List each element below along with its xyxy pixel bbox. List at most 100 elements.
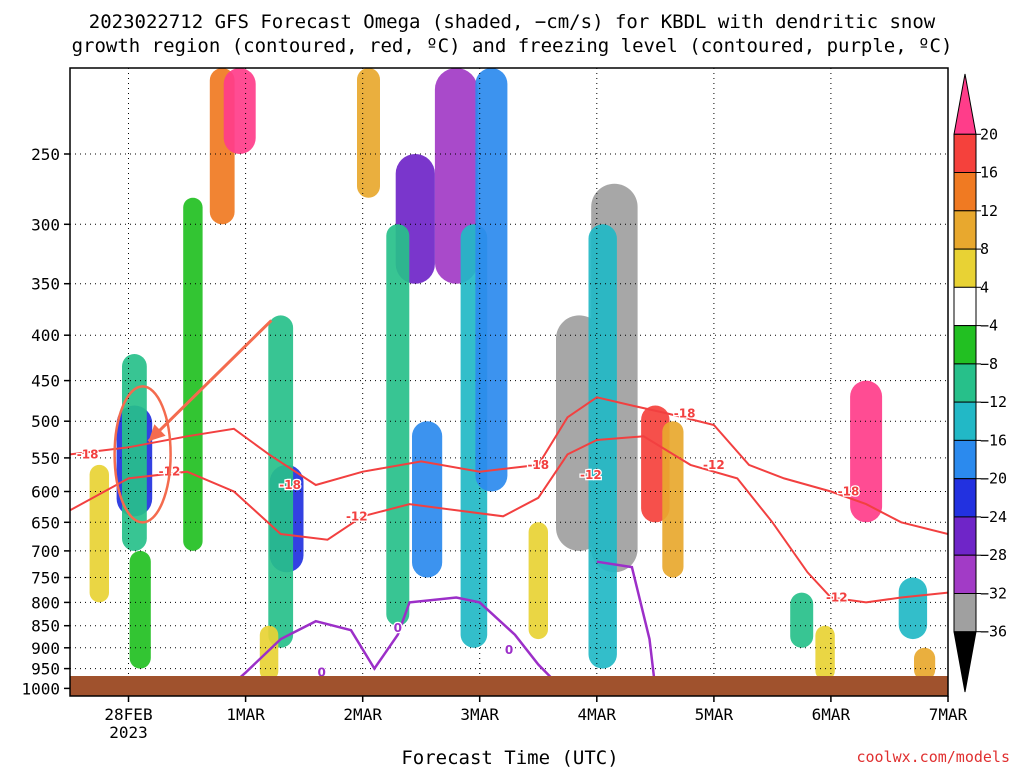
omega-cell-27 <box>815 625 835 681</box>
omega-cell-5 <box>223 68 256 154</box>
y-tick-label-750: 750 <box>31 569 60 588</box>
omega-cell-24 <box>850 380 883 523</box>
dgz-contour-label-9: -12 <box>826 591 848 605</box>
colorbar-band-4 <box>953 248 977 288</box>
colorbar-band-14 <box>953 631 977 693</box>
x-tick-label-7MAR: 7MAR <box>929 705 968 724</box>
freezing-level-layer: 0 0 0 <box>227 560 657 690</box>
colorbar-label-12: −32 <box>980 585 1007 603</box>
colorbar-label-1: 16 <box>980 164 998 182</box>
freezing-contour-1 <box>596 560 657 689</box>
dgz-contour-label-2: -18 <box>279 478 301 492</box>
y-tick-label-250: 250 <box>31 145 60 164</box>
colorbar-band-5 <box>953 286 977 327</box>
omega-cell-2 <box>129 550 151 669</box>
colorbar-label-0: 20 <box>980 125 998 143</box>
colorbar-label-7: −12 <box>980 393 1007 411</box>
omega-cell-6 <box>183 197 203 551</box>
omega-cell-26 <box>914 647 936 681</box>
colorbar-band-10 <box>953 478 977 518</box>
colorbar-label-6: −8 <box>980 355 998 373</box>
dgz-contour-label-6: -18 <box>674 406 696 420</box>
dgz-contour--12-1 <box>70 435 948 604</box>
credit-text: coolwx.com/models <box>856 748 1010 766</box>
x-tick-label-3MAR: 3MAR <box>460 705 499 724</box>
omega-cell-17 <box>528 522 548 640</box>
colorbar-band-1 <box>953 133 977 174</box>
x-tick-label-6MAR: 6MAR <box>812 705 851 724</box>
annotation-arrow-head <box>148 424 166 442</box>
y-tick-label-650: 650 <box>31 513 60 532</box>
omega-cell-20 <box>588 224 617 669</box>
omega-cell-8 <box>268 315 294 648</box>
y-tick-label-500: 500 <box>31 412 60 431</box>
omega-cell-25 <box>898 577 928 640</box>
colorbar-label-2: 12 <box>980 202 998 220</box>
omega-cell-10 <box>357 68 380 198</box>
omega-cell-23 <box>790 592 814 648</box>
annotation-layer <box>113 319 273 524</box>
freezing-label-2: 0 <box>318 666 326 680</box>
x-tick-label-1MAR: 1MAR <box>226 705 265 724</box>
y-tick-label-950: 950 <box>31 660 60 679</box>
colorbar-band-7 <box>953 363 977 403</box>
omega-cell-9 <box>259 625 279 681</box>
colorbar: 20 16 12 8 4 −4 −8 −12 −16 −20 −24 −28 −32 −36 <box>953 73 1007 693</box>
dgz-contour-label-5: -12 <box>580 468 602 482</box>
dgz-contour-label-7: -12 <box>703 458 725 472</box>
chart-title-line-1: 2023022712 GFS Forecast Omega (shaded, −… <box>89 11 936 33</box>
colorbar-band-11 <box>953 516 977 556</box>
colorbar-label-11: −28 <box>980 546 1007 564</box>
dgz-contour-layer: -18-12-18-12-18-12-18-12-18-12 <box>70 396 948 606</box>
freezing-label-0: 0 <box>394 621 402 635</box>
y-tick-label-300: 300 <box>31 215 60 234</box>
colorbar-label-9: −20 <box>980 470 1007 488</box>
freezing-contour-0 <box>227 596 563 690</box>
dgz-contour-label-8: -18 <box>838 485 860 499</box>
y-tick-label-1000: 1000 <box>21 679 60 698</box>
x-axis-title: Forecast Time (UTC) <box>401 747 618 768</box>
colorbar-band-13 <box>953 593 977 633</box>
colorbar-band-8 <box>953 401 977 441</box>
freezing-label-1: 0 <box>505 643 513 657</box>
colorbar-band-6 <box>953 325 977 365</box>
colorbar-label-10: −24 <box>980 508 1007 526</box>
omega-cell-3 <box>89 464 109 603</box>
colorbar-band-2 <box>953 172 977 212</box>
colorbar-label-3: 8 <box>980 240 989 258</box>
colorbar-band-9 <box>953 439 977 480</box>
colorbar-label-13: −36 <box>980 623 1007 641</box>
colorbar-band-0 <box>953 73 977 135</box>
annotation-ellipse <box>113 385 172 524</box>
colorbar-band-3 <box>953 210 977 250</box>
colorbar-band-12 <box>953 554 977 595</box>
annotation-arrow-shaft <box>147 319 273 443</box>
y-tick-label-800: 800 <box>31 593 60 612</box>
y-tick-label-400: 400 <box>31 326 60 345</box>
dgz-contour-label-3: -12 <box>346 509 368 523</box>
plot-frame <box>69 67 949 697</box>
dgz-contour-label-4: -18 <box>527 458 549 472</box>
y-tick-label-600: 600 <box>31 483 60 502</box>
x-tick-label-4MAR: 4MAR <box>578 705 617 724</box>
y-tick-label-700: 700 <box>31 542 60 561</box>
x-tick-label-2MAR: 2MAR <box>343 705 382 724</box>
dgz-contour--18-0 <box>70 396 948 535</box>
colorbar-label-8: −16 <box>980 431 1007 449</box>
y-axis: 250 300 350 400 450 500 550 600 650 700 750 800 850 9… <box>21 145 70 698</box>
y-tick-label-550: 550 <box>31 449 60 468</box>
dgz-contour-label-0: -18 <box>77 447 99 461</box>
omega-cell-12 <box>386 224 410 626</box>
chart-title-line-2: growth region (contoured, red, ºC) and f… <box>72 35 953 57</box>
colorbar-label-4: 4 <box>980 278 989 296</box>
colorbar-label-5: −4 <box>980 317 998 335</box>
x-tick-label-28FEB: 28FEB <box>104 705 152 724</box>
omega-cell-22 <box>662 421 684 578</box>
y-tick-label-900: 900 <box>31 639 60 658</box>
y-tick-label-850: 850 <box>31 617 60 636</box>
omega-cell-16 <box>475 68 508 492</box>
x-tick-sublabel-28FEB: 2023 <box>109 723 148 742</box>
ground-strip <box>70 676 948 696</box>
